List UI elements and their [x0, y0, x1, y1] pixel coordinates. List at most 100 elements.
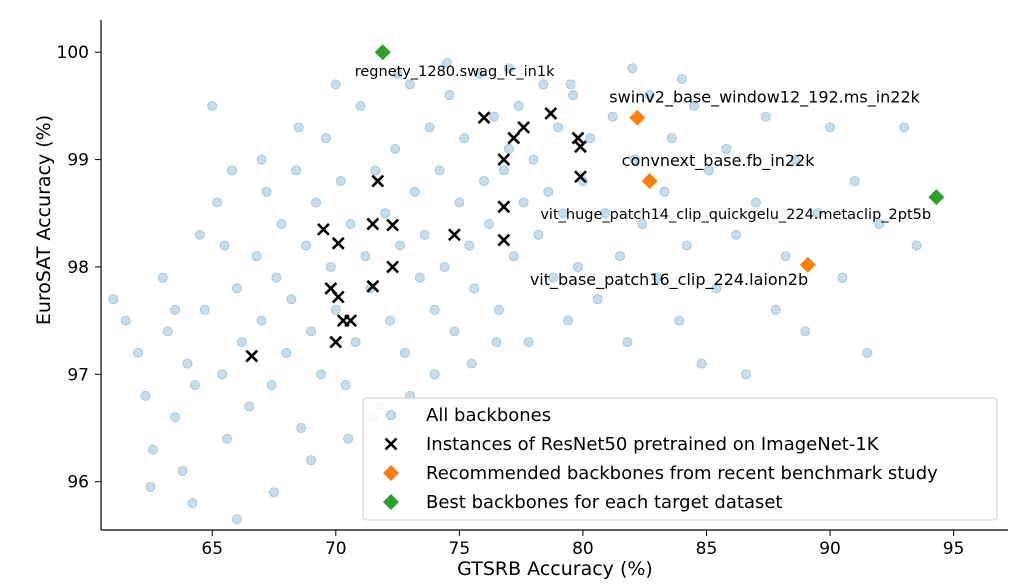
x-marker-stroke	[507, 131, 521, 145]
backbone-point	[133, 347, 144, 358]
backbone-point	[498, 165, 509, 176]
backbone-point	[681, 240, 692, 251]
x-marker-stroke	[324, 282, 338, 295]
backbone-point	[760, 111, 771, 122]
backbone-point	[266, 380, 277, 391]
best-point	[928, 189, 945, 206]
best-point	[374, 44, 391, 61]
backbone-point	[226, 165, 237, 176]
backbone-point	[790, 154, 801, 165]
resnet50-points	[245, 106, 587, 363]
backbone-point	[600, 208, 611, 219]
backbone-point	[343, 433, 354, 444]
resnet50-point	[317, 222, 330, 236]
x-marker-stroke	[574, 170, 587, 184]
x-marker-stroke	[477, 111, 491, 125]
resnet50-point	[366, 217, 380, 231]
backbone-point	[199, 304, 210, 315]
backbone-point	[244, 401, 255, 412]
backbone-point	[350, 337, 361, 348]
backbone-point	[271, 272, 282, 283]
x-marker-stroke	[317, 222, 330, 236]
backbone-point	[399, 347, 410, 358]
backbone-point	[479, 176, 490, 187]
backbone-point	[256, 154, 267, 165]
backbone-point	[849, 176, 860, 187]
backbone-point	[404, 79, 415, 90]
backbone-point	[231, 283, 242, 294]
backbone-point	[493, 304, 504, 315]
recommended-point	[799, 256, 816, 273]
x-marker-stroke	[331, 236, 345, 250]
backbone-point	[268, 487, 279, 498]
resnet50-point	[366, 279, 380, 293]
backbone-point	[291, 165, 302, 176]
x-marker-stroke	[371, 174, 385, 188]
backbone-point	[592, 294, 603, 305]
backbone-point	[825, 122, 836, 133]
backbone-point	[553, 122, 564, 133]
point-label: vit_huge_patch14_clip_quickgelu_224.meta…	[540, 207, 931, 223]
backbone-point	[676, 74, 687, 85]
backbone-point	[800, 326, 811, 337]
legend-label: All backbones	[426, 405, 551, 426]
x-marker-stroke	[384, 437, 398, 451]
backbone-point	[585, 133, 596, 144]
resnet50-point	[477, 111, 491, 125]
backbone-point	[666, 133, 677, 144]
backbone-point	[256, 315, 267, 326]
backbone-point	[429, 369, 440, 380]
backbone-point	[429, 304, 440, 315]
backbone-point	[711, 283, 722, 294]
backbone-point	[177, 465, 188, 476]
legend-marker	[383, 494, 399, 510]
backbone-point	[464, 240, 475, 251]
backbone-point	[207, 100, 218, 111]
backbone-point	[301, 240, 312, 251]
backbone-point	[523, 337, 534, 348]
backbone-point	[622, 337, 633, 348]
point-label: regnety_1280.swag_lc_in1k	[355, 64, 555, 80]
x-tick-label: 90	[819, 539, 841, 559]
backbone-point	[222, 433, 233, 444]
backbone-point	[607, 111, 618, 122]
y-tick-label: 97	[67, 365, 89, 385]
backbone-point	[459, 133, 470, 144]
backbone-point	[330, 79, 341, 90]
backbone-point	[345, 218, 356, 229]
backbone-point	[444, 90, 455, 101]
point-annotations: swinv2_base_window12_192.ms_in22kconvnex…	[355, 64, 931, 290]
x-axis-title: GTSRB Accuracy (%)	[457, 558, 653, 580]
backbone-point	[380, 208, 391, 219]
point-label: convnext_base.fb_in22k	[622, 151, 816, 171]
backbone-point	[899, 122, 910, 133]
backbone-point	[518, 197, 529, 208]
x-marker-stroke	[245, 349, 259, 363]
axes: 65 70 75 80 85 90 95 96 97 98 99 100	[57, 20, 1008, 559]
backbone-point	[296, 422, 307, 433]
backbone-point	[568, 90, 579, 101]
y-tick-label: 99	[67, 151, 89, 171]
backbone-point	[538, 79, 549, 90]
backbone-point	[637, 218, 648, 229]
backbone-point	[627, 63, 638, 74]
backbone-point	[424, 122, 435, 133]
x-marker-stroke	[344, 314, 358, 328]
resnet50-point	[497, 200, 511, 214]
backbone-point	[340, 380, 351, 391]
resnet50-point	[386, 218, 400, 232]
backbone-point	[306, 455, 317, 466]
backbone-point	[219, 240, 230, 251]
x-marker-stroke	[447, 228, 461, 242]
backbone-point	[674, 315, 685, 326]
backbone-point	[170, 412, 181, 423]
backbone-point	[652, 272, 663, 283]
backbone-point	[395, 240, 406, 251]
backbone-point	[721, 143, 732, 154]
backbone-point	[837, 272, 848, 283]
backbone-point	[703, 165, 714, 176]
backbone-point	[565, 79, 576, 90]
backbone-point	[644, 90, 655, 101]
backbone-point	[508, 251, 519, 262]
backbone-point	[689, 100, 700, 111]
